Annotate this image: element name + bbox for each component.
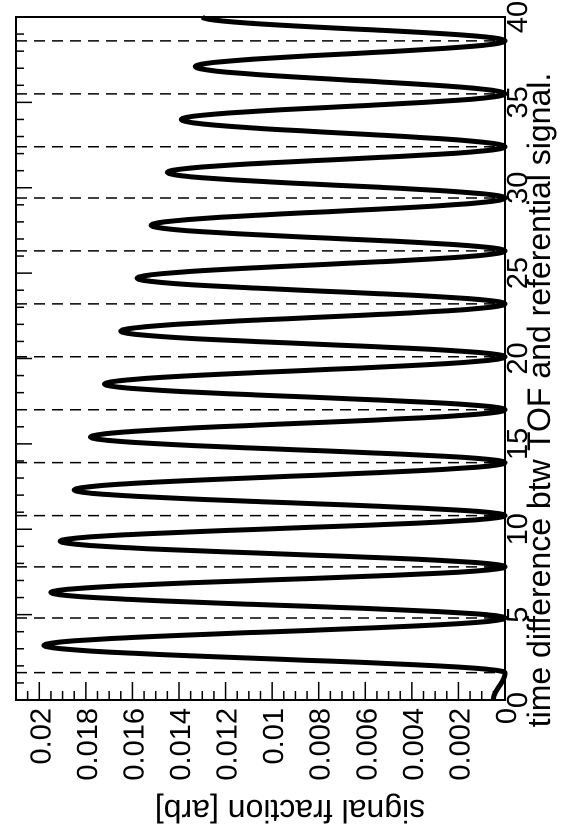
x-tick-label-3: 15 [502, 428, 534, 460]
dashed-lines [16, 40, 505, 674]
y-axis-tick-labels: 0 0.002 0.004 0.006 0.008 0.01 0.012 0.014 0.016… [25, 708, 523, 781]
y-tick-label-1: 0.002 [444, 708, 476, 781]
x-tick-label-7: 35 [502, 86, 534, 118]
x-tick-label-1: 5 [502, 607, 534, 623]
x-tick-label-4: 20 [502, 342, 534, 374]
y-tick-label-6: 0.012 [212, 708, 244, 781]
x-tick-label-2: 10 [502, 513, 534, 545]
y-tick-label-4: 0.008 [305, 708, 337, 781]
y-tick-label-2: 0.004 [398, 708, 430, 781]
x-tick-label-6: 30 [502, 172, 534, 204]
x-axis-ticks [16, 16, 32, 701]
y-tick-label-3: 0.006 [351, 708, 383, 781]
y-axis-ticks [15, 682, 506, 700]
x-tick-label-8: 40 [502, 1, 534, 33]
y-tick-label-7: 0.014 [165, 708, 197, 781]
y-tick-label-10: 0.02 [25, 708, 57, 764]
x-axis-title: time difference btw TOF and referential … [521, 73, 557, 728]
signal-curve [41, 15, 508, 702]
x-axis-tick-labels: 0 5 10 15 20 25 30 35 40 [502, 1, 534, 708]
y-tick-label-8: 0.016 [118, 708, 150, 781]
x-tick-label-0: 0 [502, 692, 534, 708]
y-tick-label-5: 0.01 [258, 708, 290, 764]
y-tick-label-9: 0.018 [72, 708, 104, 781]
y-axis-title: signal fraction [arb] [155, 793, 425, 829]
x-tick-label-5: 25 [502, 257, 534, 289]
y-tick-label-0: 0 [491, 708, 523, 724]
